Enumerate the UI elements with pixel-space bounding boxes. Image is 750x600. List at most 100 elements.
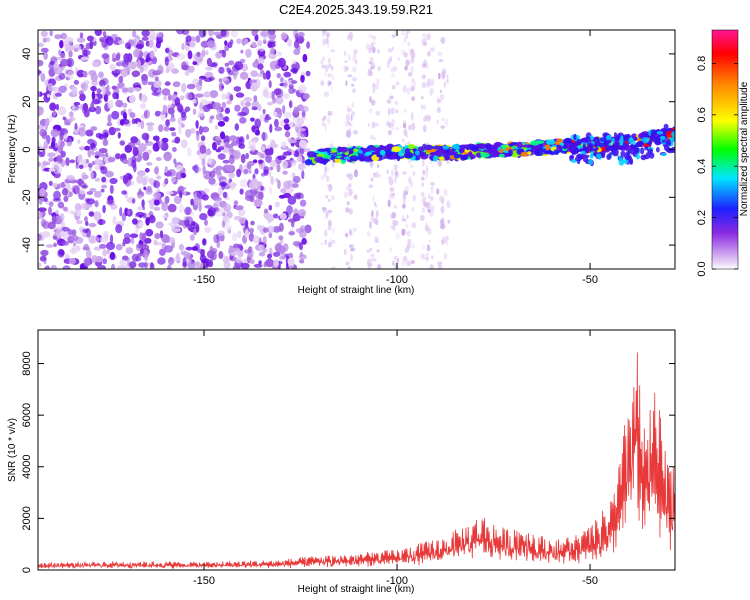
heatmap-cell	[238, 208, 246, 217]
heatmap-cell	[45, 265, 50, 269]
heatmap-cell	[407, 41, 411, 46]
heatmap-cell	[262, 227, 269, 233]
heatmap-cell	[230, 70, 239, 76]
heatmap-cell	[252, 235, 260, 244]
heatmap-cell	[402, 171, 407, 175]
heatmap-cell	[406, 242, 411, 250]
heatmap-cell	[395, 232, 400, 240]
heatmap-cell	[440, 36, 446, 44]
heatmap-cell	[67, 229, 74, 236]
heatmap-cell	[629, 158, 634, 165]
heatmap-cell	[153, 199, 160, 206]
heatmap-cell	[407, 141, 411, 145]
heatmap-cell	[181, 42, 185, 51]
heatmap-cell	[322, 30, 326, 33]
heatmap-cell	[393, 255, 398, 260]
heatmap-cell	[293, 48, 301, 56]
heatmap-cell	[178, 125, 182, 135]
heatmap-cell	[250, 145, 256, 152]
heatmap-cell	[256, 47, 265, 52]
heatmap-cell	[325, 195, 329, 199]
heatmap-cell	[459, 147, 464, 154]
heatmap-cell	[47, 152, 56, 158]
heatmap-cell	[207, 209, 214, 217]
heatmap-cell	[38, 233, 43, 241]
heatmap-cell	[221, 77, 228, 81]
heatmap-cell	[90, 85, 97, 92]
heatmap-cell	[199, 265, 204, 269]
heatmap-cell	[300, 194, 305, 199]
heatmap-cell	[348, 266, 351, 269]
heatmap-cell	[58, 72, 66, 80]
heatmap-cell	[115, 243, 123, 251]
heatmap-cell	[217, 120, 226, 127]
heatmap-cell	[388, 122, 392, 129]
heatmap-cell	[161, 88, 171, 96]
heatmap-cell	[298, 128, 306, 132]
heatmap-cell	[196, 51, 201, 57]
heatmap-cell	[39, 255, 47, 262]
heatmap-cell	[421, 206, 426, 214]
heatmap-cell	[287, 195, 297, 205]
heatmap-cell	[71, 185, 80, 194]
heatmap-cell	[287, 38, 292, 47]
heatmap-cell	[402, 203, 406, 209]
heatmap-cell	[291, 183, 299, 188]
heatmap-cell	[258, 260, 262, 265]
heatmap-cell	[358, 156, 365, 162]
heatmap-cell	[374, 236, 379, 243]
heatmap-cell	[99, 79, 106, 87]
heatmap-cell	[203, 188, 210, 193]
heatmap-cell	[76, 37, 86, 43]
heatmap-cell	[295, 228, 305, 233]
heatmap-cell	[58, 49, 62, 56]
heatmap-cell	[163, 126, 170, 132]
heatmap-cell	[644, 133, 649, 138]
heatmap-cell	[280, 251, 287, 260]
heatmap-cell	[187, 261, 196, 269]
heatmap-cell	[272, 226, 282, 233]
heatmap-cell	[82, 70, 88, 78]
heatmap-cell	[101, 184, 108, 189]
heatmap-cell	[286, 205, 293, 215]
heatmap-cell	[404, 108, 407, 114]
heatmap-cell	[184, 206, 192, 216]
heatmap-cell	[656, 131, 664, 135]
heatmap-cell	[91, 71, 96, 78]
heatmap-cell	[193, 164, 199, 174]
heatmap-cell	[181, 83, 187, 93]
heatmap-cell	[88, 235, 97, 244]
heatmap-cell	[426, 33, 431, 41]
heatmap-cell	[165, 119, 170, 127]
heatmap-cell	[196, 131, 200, 142]
heatmap-cell	[545, 139, 556, 145]
heatmap-cell	[100, 188, 105, 193]
heatmap-cell	[388, 178, 394, 186]
heatmap-cell	[161, 201, 169, 212]
heatmap-cell	[370, 253, 375, 258]
heatmap-cell	[127, 39, 134, 47]
snr-x-ticks: -150 -100 -50	[193, 330, 598, 587]
heatmap-cell	[376, 249, 380, 253]
heatmap-cell	[442, 236, 447, 244]
heatmap-cell	[442, 152, 448, 158]
heatmap-cell	[176, 164, 183, 171]
heatmap-cell	[288, 139, 297, 144]
heatmap-cell	[347, 108, 352, 113]
heatmap-cell	[321, 122, 326, 127]
heatmap-cell	[619, 142, 624, 146]
heatmap-cell	[398, 151, 404, 157]
heatmap-cell	[53, 62, 60, 69]
y-tick-label: 8000	[21, 351, 33, 375]
heatmap-cell	[365, 151, 372, 155]
heatmap-cell	[406, 214, 409, 219]
heatmap-cell	[292, 175, 301, 184]
heatmap-cell	[405, 59, 410, 67]
heatmap-cell	[203, 91, 211, 98]
heatmap-cell	[446, 200, 451, 209]
heatmap-cell	[423, 116, 427, 122]
heatmap-cell	[411, 96, 416, 101]
heatmap-cell	[243, 169, 249, 175]
heatmap-cell	[300, 116, 307, 121]
heatmap-cell	[430, 182, 435, 186]
